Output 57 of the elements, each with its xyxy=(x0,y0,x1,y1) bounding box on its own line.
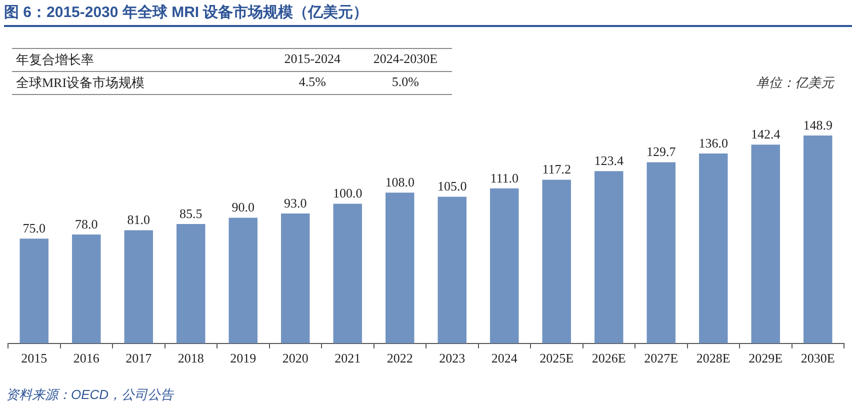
x-tick-label: 2021 xyxy=(334,350,361,366)
x-tick-label: 2022 xyxy=(386,350,413,366)
data-label: 111.0 xyxy=(490,170,519,186)
bar xyxy=(72,234,101,344)
text: 4.5% xyxy=(298,73,327,91)
text: 全球MRI设备市场规模 xyxy=(15,74,146,92)
x-tick-label: 2018 xyxy=(178,350,204,366)
x-tick-label: 2028E xyxy=(696,350,730,366)
data-label: 75.0 xyxy=(22,220,46,236)
text: 资料来源：OECD，公司公告 xyxy=(6,386,174,404)
text: 5.0% xyxy=(390,73,420,91)
x-tick-label: 2025E xyxy=(540,350,574,366)
data-label: 123.4 xyxy=(594,153,624,168)
bar xyxy=(20,238,48,344)
x-tick-label: 2020 xyxy=(282,350,308,366)
data-label: 148.9 xyxy=(803,117,832,132)
x-tick-label: 2029E xyxy=(748,350,783,366)
bar xyxy=(333,204,362,344)
x-tick-label: 2027E xyxy=(644,350,678,366)
data-label: 90.0 xyxy=(232,200,254,215)
data-label: 142.4 xyxy=(751,126,781,142)
x-tick-label: 2026E xyxy=(592,350,626,366)
bar xyxy=(124,230,153,344)
bar xyxy=(699,154,728,344)
data-label: 108.0 xyxy=(385,174,414,190)
data-label: 78.0 xyxy=(75,216,98,232)
bar xyxy=(281,214,310,344)
data-label: 129.7 xyxy=(646,144,676,160)
bar xyxy=(490,188,519,344)
x-tick-label: 2023 xyxy=(439,350,466,366)
bar xyxy=(751,144,780,344)
data-label: 136.0 xyxy=(698,135,728,150)
text: 2024-2030E xyxy=(372,50,439,68)
bar xyxy=(542,180,571,344)
bar xyxy=(804,136,832,344)
x-tick-label: 2019 xyxy=(230,350,256,366)
data-label: 117.2 xyxy=(542,162,572,177)
bar xyxy=(386,192,414,344)
x-tick-label: 2016 xyxy=(73,350,100,366)
data-label: 85.5 xyxy=(180,206,202,221)
data-label: 81.0 xyxy=(127,212,150,228)
x-tick-label: 2024 xyxy=(491,350,518,366)
data-label: 105.0 xyxy=(438,178,467,194)
bar xyxy=(176,224,206,344)
chart-title: 图 6：2015-2030 年全球 MRI 设备市场规模（亿美元） xyxy=(4,3,852,27)
x-tick-label: 2030E xyxy=(800,350,835,366)
text: 单位：亿美元 xyxy=(756,74,834,92)
text: 年复合增长率 xyxy=(15,51,95,69)
data-label: 100.0 xyxy=(333,186,362,201)
x-tick-label: 2017 xyxy=(126,350,152,366)
bar xyxy=(594,171,624,344)
text: 2015-2024 xyxy=(283,50,342,68)
x-tick-label: 2015 xyxy=(21,350,48,366)
bar xyxy=(646,162,676,344)
data-label: 93.0 xyxy=(284,195,307,210)
bar xyxy=(438,196,466,344)
bar xyxy=(228,218,258,344)
